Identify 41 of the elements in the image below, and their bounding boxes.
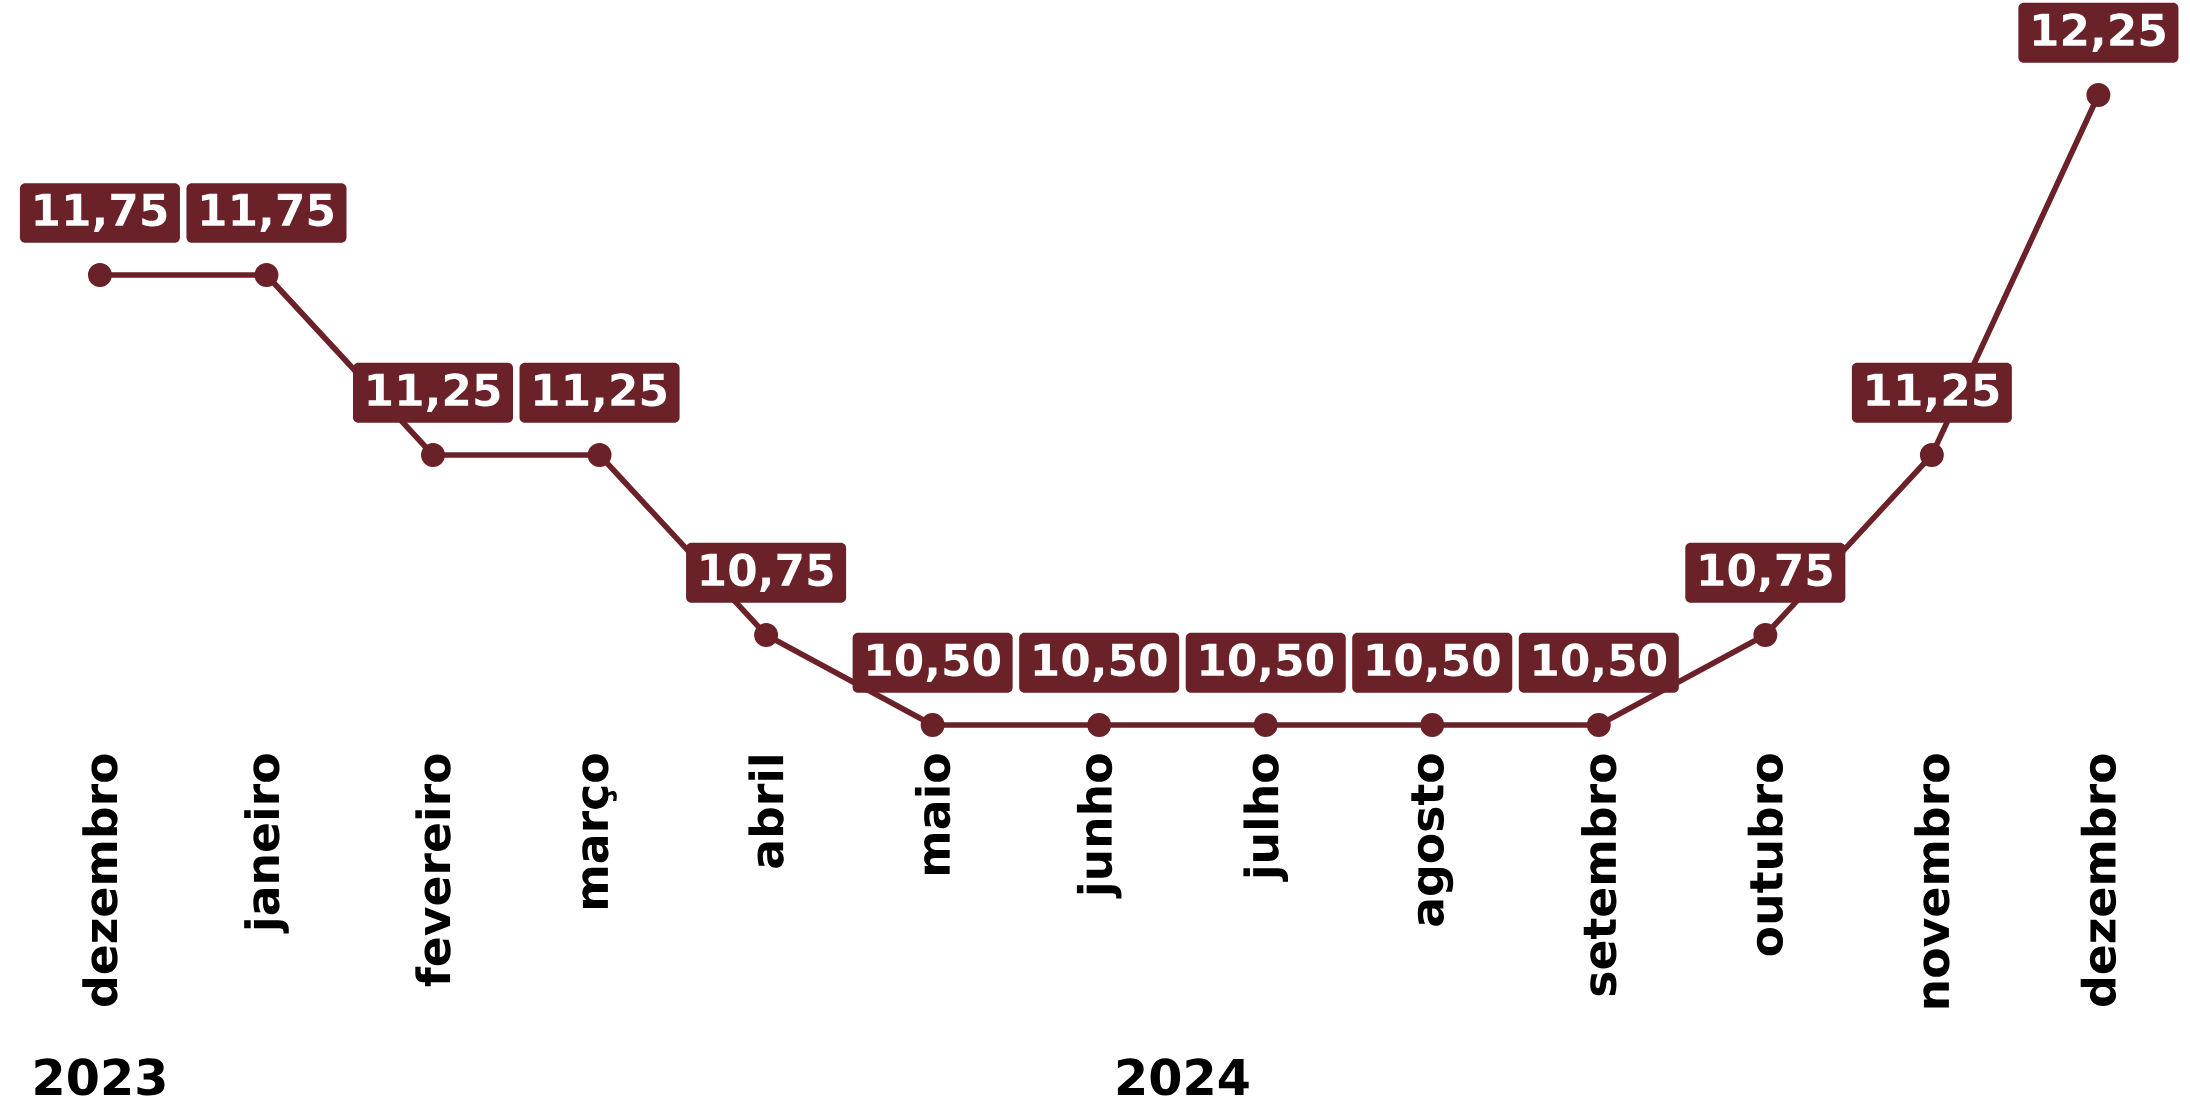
data-label: 11,25 <box>368 373 500 413</box>
x-tick-label: maio <box>914 754 951 875</box>
data-label: 10,75 <box>1700 553 1832 593</box>
point <box>421 443 445 467</box>
text: 2023 <box>35 1058 165 1096</box>
x-tick-label: novembro <box>1914 754 1950 1008</box>
x-tick-label: abril <box>748 756 784 868</box>
data-label: 11,75 <box>35 193 167 233</box>
x-tick-label: outubro <box>1747 754 1784 956</box>
point <box>1586 713 1611 737</box>
point <box>254 263 279 287</box>
data-label: 11,75 <box>201 193 333 233</box>
point <box>1253 713 1278 737</box>
x-tick-label: janeiro <box>244 754 289 934</box>
point <box>1919 443 1944 467</box>
data-label: 11,25 <box>535 373 666 413</box>
point <box>754 623 779 647</box>
text: 2024 <box>1117 1058 1249 1096</box>
data-label: 10,50 <box>1034 643 1167 683</box>
data-label: 11,25 <box>1867 373 1999 413</box>
data-label: 10,50 <box>1201 643 1334 683</box>
point <box>1420 713 1445 737</box>
point <box>920 713 945 737</box>
x-tick-label: julho <box>1243 754 1288 882</box>
x-tick-label: junho <box>1076 754 1122 899</box>
x-tick-label: março <box>582 754 617 909</box>
point <box>1087 713 1112 737</box>
x-tick-label: dezembro <box>82 754 118 1006</box>
data-label: 10,50 <box>1534 643 1667 683</box>
data-label: 12,25 <box>2033 13 2165 53</box>
data-label: 10,75 <box>701 553 833 593</box>
point <box>87 263 112 287</box>
point <box>1753 623 1778 647</box>
data-label: 10,50 <box>1367 643 1500 683</box>
point <box>587 443 612 467</box>
x-tick-label: fevereiro <box>415 754 451 987</box>
data-label: 10,50 <box>868 643 1001 683</box>
point <box>2086 83 2111 107</box>
x-tick-label: dezembro <box>2080 754 2117 1006</box>
x-tick-label: agosto <box>1411 754 1454 926</box>
x-tick-label: setembro <box>1581 754 1617 996</box>
